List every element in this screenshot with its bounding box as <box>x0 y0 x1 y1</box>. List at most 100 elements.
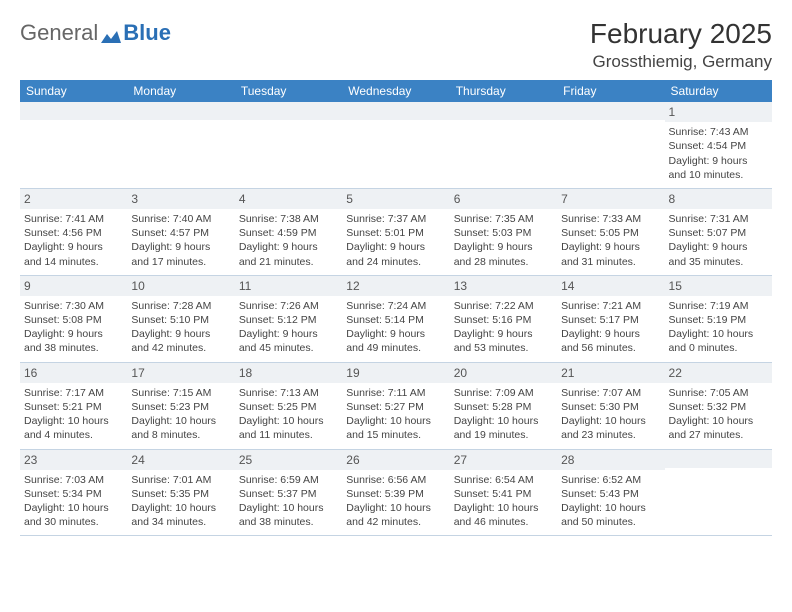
day-sunset: Sunset: 5:34 PM <box>24 487 123 501</box>
day-d1: Daylight: 9 hours <box>239 240 338 254</box>
day-cell: 22Sunrise: 7:05 AMSunset: 5:32 PMDayligh… <box>665 363 772 449</box>
day-d1: Daylight: 9 hours <box>669 240 768 254</box>
day-sunset: Sunset: 5:43 PM <box>561 487 660 501</box>
week-row: 16Sunrise: 7:17 AMSunset: 5:21 PMDayligh… <box>20 363 772 450</box>
day-cell: 2Sunrise: 7:41 AMSunset: 4:56 PMDaylight… <box>20 189 127 275</box>
day-sunset: Sunset: 4:59 PM <box>239 226 338 240</box>
location: Grossthiemig, Germany <box>590 52 772 72</box>
day-sunrise: Sunrise: 7:03 AM <box>24 473 123 487</box>
day-cell: 6Sunrise: 7:35 AMSunset: 5:03 PMDaylight… <box>450 189 557 275</box>
day-number: 6 <box>450 189 557 209</box>
day-cell <box>342 102 449 188</box>
day-sunrise: Sunrise: 7:22 AM <box>454 299 553 313</box>
day-sunrise: Sunrise: 7:05 AM <box>669 386 768 400</box>
day-number: 16 <box>20 363 127 383</box>
day-sunrise: Sunrise: 7:13 AM <box>239 386 338 400</box>
weekday-sat: Saturday <box>665 80 772 102</box>
day-number: 22 <box>665 363 772 383</box>
day-d1: Daylight: 10 hours <box>669 327 768 341</box>
weekday-wed: Wednesday <box>342 80 449 102</box>
logo-text-general: General <box>20 20 98 46</box>
day-sunrise: Sunrise: 7:37 AM <box>346 212 445 226</box>
day-d2: and 42 minutes. <box>131 341 230 355</box>
day-d1: Daylight: 10 hours <box>239 414 338 428</box>
day-number: 27 <box>450 450 557 470</box>
day-cell: 12Sunrise: 7:24 AMSunset: 5:14 PMDayligh… <box>342 276 449 362</box>
day-d2: and 49 minutes. <box>346 341 445 355</box>
day-number <box>235 102 342 120</box>
day-d1: Daylight: 10 hours <box>454 501 553 515</box>
day-cell: 3Sunrise: 7:40 AMSunset: 4:57 PMDaylight… <box>127 189 234 275</box>
day-sunset: Sunset: 5:16 PM <box>454 313 553 327</box>
week-row: 1Sunrise: 7:43 AMSunset: 4:54 PMDaylight… <box>20 102 772 189</box>
day-number: 9 <box>20 276 127 296</box>
day-d1: Daylight: 9 hours <box>346 240 445 254</box>
day-sunset: Sunset: 4:54 PM <box>669 139 768 153</box>
logo: General Blue <box>20 20 171 46</box>
day-number: 4 <box>235 189 342 209</box>
day-sunrise: Sunrise: 7:41 AM <box>24 212 123 226</box>
day-sunset: Sunset: 5:37 PM <box>239 487 338 501</box>
calendar-grid: 1Sunrise: 7:43 AMSunset: 4:54 PMDaylight… <box>20 102 772 536</box>
day-d1: Daylight: 9 hours <box>239 327 338 341</box>
day-cell: 24Sunrise: 7:01 AMSunset: 5:35 PMDayligh… <box>127 450 234 536</box>
day-cell <box>557 102 664 188</box>
weekday-mon: Monday <box>127 80 234 102</box>
day-d1: Daylight: 10 hours <box>24 414 123 428</box>
day-sunset: Sunset: 5:17 PM <box>561 313 660 327</box>
weekday-header: Sunday Monday Tuesday Wednesday Thursday… <box>20 80 772 102</box>
weekday-thu: Thursday <box>450 80 557 102</box>
day-number: 2 <box>20 189 127 209</box>
day-cell <box>450 102 557 188</box>
day-sunrise: Sunrise: 7:09 AM <box>454 386 553 400</box>
day-sunset: Sunset: 5:07 PM <box>669 226 768 240</box>
day-sunrise: Sunrise: 7:15 AM <box>131 386 230 400</box>
day-number: 24 <box>127 450 234 470</box>
calendar: Sunday Monday Tuesday Wednesday Thursday… <box>20 80 772 536</box>
weekday-tue: Tuesday <box>235 80 342 102</box>
day-cell <box>235 102 342 188</box>
day-number: 18 <box>235 363 342 383</box>
day-sunrise: Sunrise: 7:26 AM <box>239 299 338 313</box>
day-d2: and 24 minutes. <box>346 255 445 269</box>
day-cell: 8Sunrise: 7:31 AMSunset: 5:07 PMDaylight… <box>665 189 772 275</box>
day-cell <box>20 102 127 188</box>
day-sunset: Sunset: 5:27 PM <box>346 400 445 414</box>
day-number: 1 <box>665 102 772 122</box>
day-number <box>20 102 127 120</box>
day-sunrise: Sunrise: 7:30 AM <box>24 299 123 313</box>
day-d1: Daylight: 10 hours <box>454 414 553 428</box>
day-d2: and 34 minutes. <box>131 515 230 529</box>
day-sunrise: Sunrise: 7:33 AM <box>561 212 660 226</box>
day-sunset: Sunset: 5:35 PM <box>131 487 230 501</box>
day-number: 10 <box>127 276 234 296</box>
day-number: 7 <box>557 189 664 209</box>
day-sunrise: Sunrise: 7:24 AM <box>346 299 445 313</box>
day-d2: and 38 minutes. <box>239 515 338 529</box>
day-sunrise: Sunrise: 7:35 AM <box>454 212 553 226</box>
day-cell: 23Sunrise: 7:03 AMSunset: 5:34 PMDayligh… <box>20 450 127 536</box>
day-number: 21 <box>557 363 664 383</box>
day-number: 8 <box>665 189 772 209</box>
day-number <box>450 102 557 120</box>
day-cell: 18Sunrise: 7:13 AMSunset: 5:25 PMDayligh… <box>235 363 342 449</box>
day-number: 23 <box>20 450 127 470</box>
day-d2: and 42 minutes. <box>346 515 445 529</box>
day-d2: and 28 minutes. <box>454 255 553 269</box>
day-d2: and 35 minutes. <box>669 255 768 269</box>
day-sunset: Sunset: 5:12 PM <box>239 313 338 327</box>
day-sunrise: Sunrise: 7:40 AM <box>131 212 230 226</box>
day-sunset: Sunset: 5:23 PM <box>131 400 230 414</box>
day-d2: and 56 minutes. <box>561 341 660 355</box>
day-cell: 5Sunrise: 7:37 AMSunset: 5:01 PMDaylight… <box>342 189 449 275</box>
day-d2: and 23 minutes. <box>561 428 660 442</box>
day-d1: Daylight: 9 hours <box>24 327 123 341</box>
day-d2: and 14 minutes. <box>24 255 123 269</box>
day-cell: 14Sunrise: 7:21 AMSunset: 5:17 PMDayligh… <box>557 276 664 362</box>
day-d1: Daylight: 10 hours <box>669 414 768 428</box>
day-cell: 4Sunrise: 7:38 AMSunset: 4:59 PMDaylight… <box>235 189 342 275</box>
day-d2: and 45 minutes. <box>239 341 338 355</box>
day-number: 15 <box>665 276 772 296</box>
day-sunset: Sunset: 5:10 PM <box>131 313 230 327</box>
day-d1: Daylight: 9 hours <box>561 240 660 254</box>
